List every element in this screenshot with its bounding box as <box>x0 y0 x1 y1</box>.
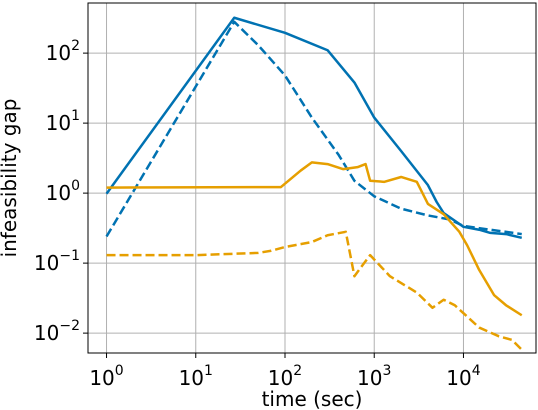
y-tick-exponent: 2 <box>71 38 80 54</box>
y-tick-base: 10 <box>46 181 71 205</box>
x-tick-base: 10 <box>446 366 471 390</box>
x-tick-base: 10 <box>268 366 293 390</box>
x-tick-base: 10 <box>357 366 382 390</box>
y-tick-label: 100 <box>46 178 80 205</box>
y-axis-label: infeasibility gap <box>0 99 21 258</box>
y-tick-base: 10 <box>46 111 71 135</box>
series-group <box>105 16 523 351</box>
y-tick-label: 102 <box>46 38 80 65</box>
x-tick-base: 10 <box>89 366 114 390</box>
x-tick-exponent: 4 <box>472 363 481 379</box>
y-tick-exponent: 0 <box>71 178 80 194</box>
x-tick-exponent: 2 <box>293 363 302 379</box>
x-tick-label: 100 <box>89 363 123 390</box>
series-line-4 <box>106 230 523 351</box>
x-tick-label: 101 <box>179 363 213 390</box>
x-tick-exponent: 0 <box>115 363 124 379</box>
y-tick-exponent: 1 <box>71 108 80 124</box>
x-tick-exponent: 3 <box>382 363 391 379</box>
y-tick-label: 10−2 <box>34 318 80 345</box>
x-tick-base: 10 <box>179 366 204 390</box>
x-tick-label: 103 <box>357 363 391 390</box>
y-tick-exponent: −2 <box>59 318 80 334</box>
grid <box>88 3 536 353</box>
x-tick-label: 104 <box>446 363 480 390</box>
y-tick-base: 10 <box>34 321 59 345</box>
series-line-2 <box>105 20 522 238</box>
x-tick-exponent: 1 <box>204 363 213 379</box>
plot-frame <box>87 2 537 354</box>
y-tick-base: 10 <box>34 251 59 275</box>
y-tick-label: 10−1 <box>34 248 80 275</box>
x-tick-label: 102 <box>268 363 302 390</box>
y-tick-base: 10 <box>46 41 71 65</box>
series-line-1 <box>105 16 523 240</box>
series-line-3 <box>106 161 523 317</box>
y-tick-label: 101 <box>46 108 80 135</box>
x-axis-label: time (sec) <box>262 387 363 410</box>
y-tick-exponent: −1 <box>59 248 80 264</box>
